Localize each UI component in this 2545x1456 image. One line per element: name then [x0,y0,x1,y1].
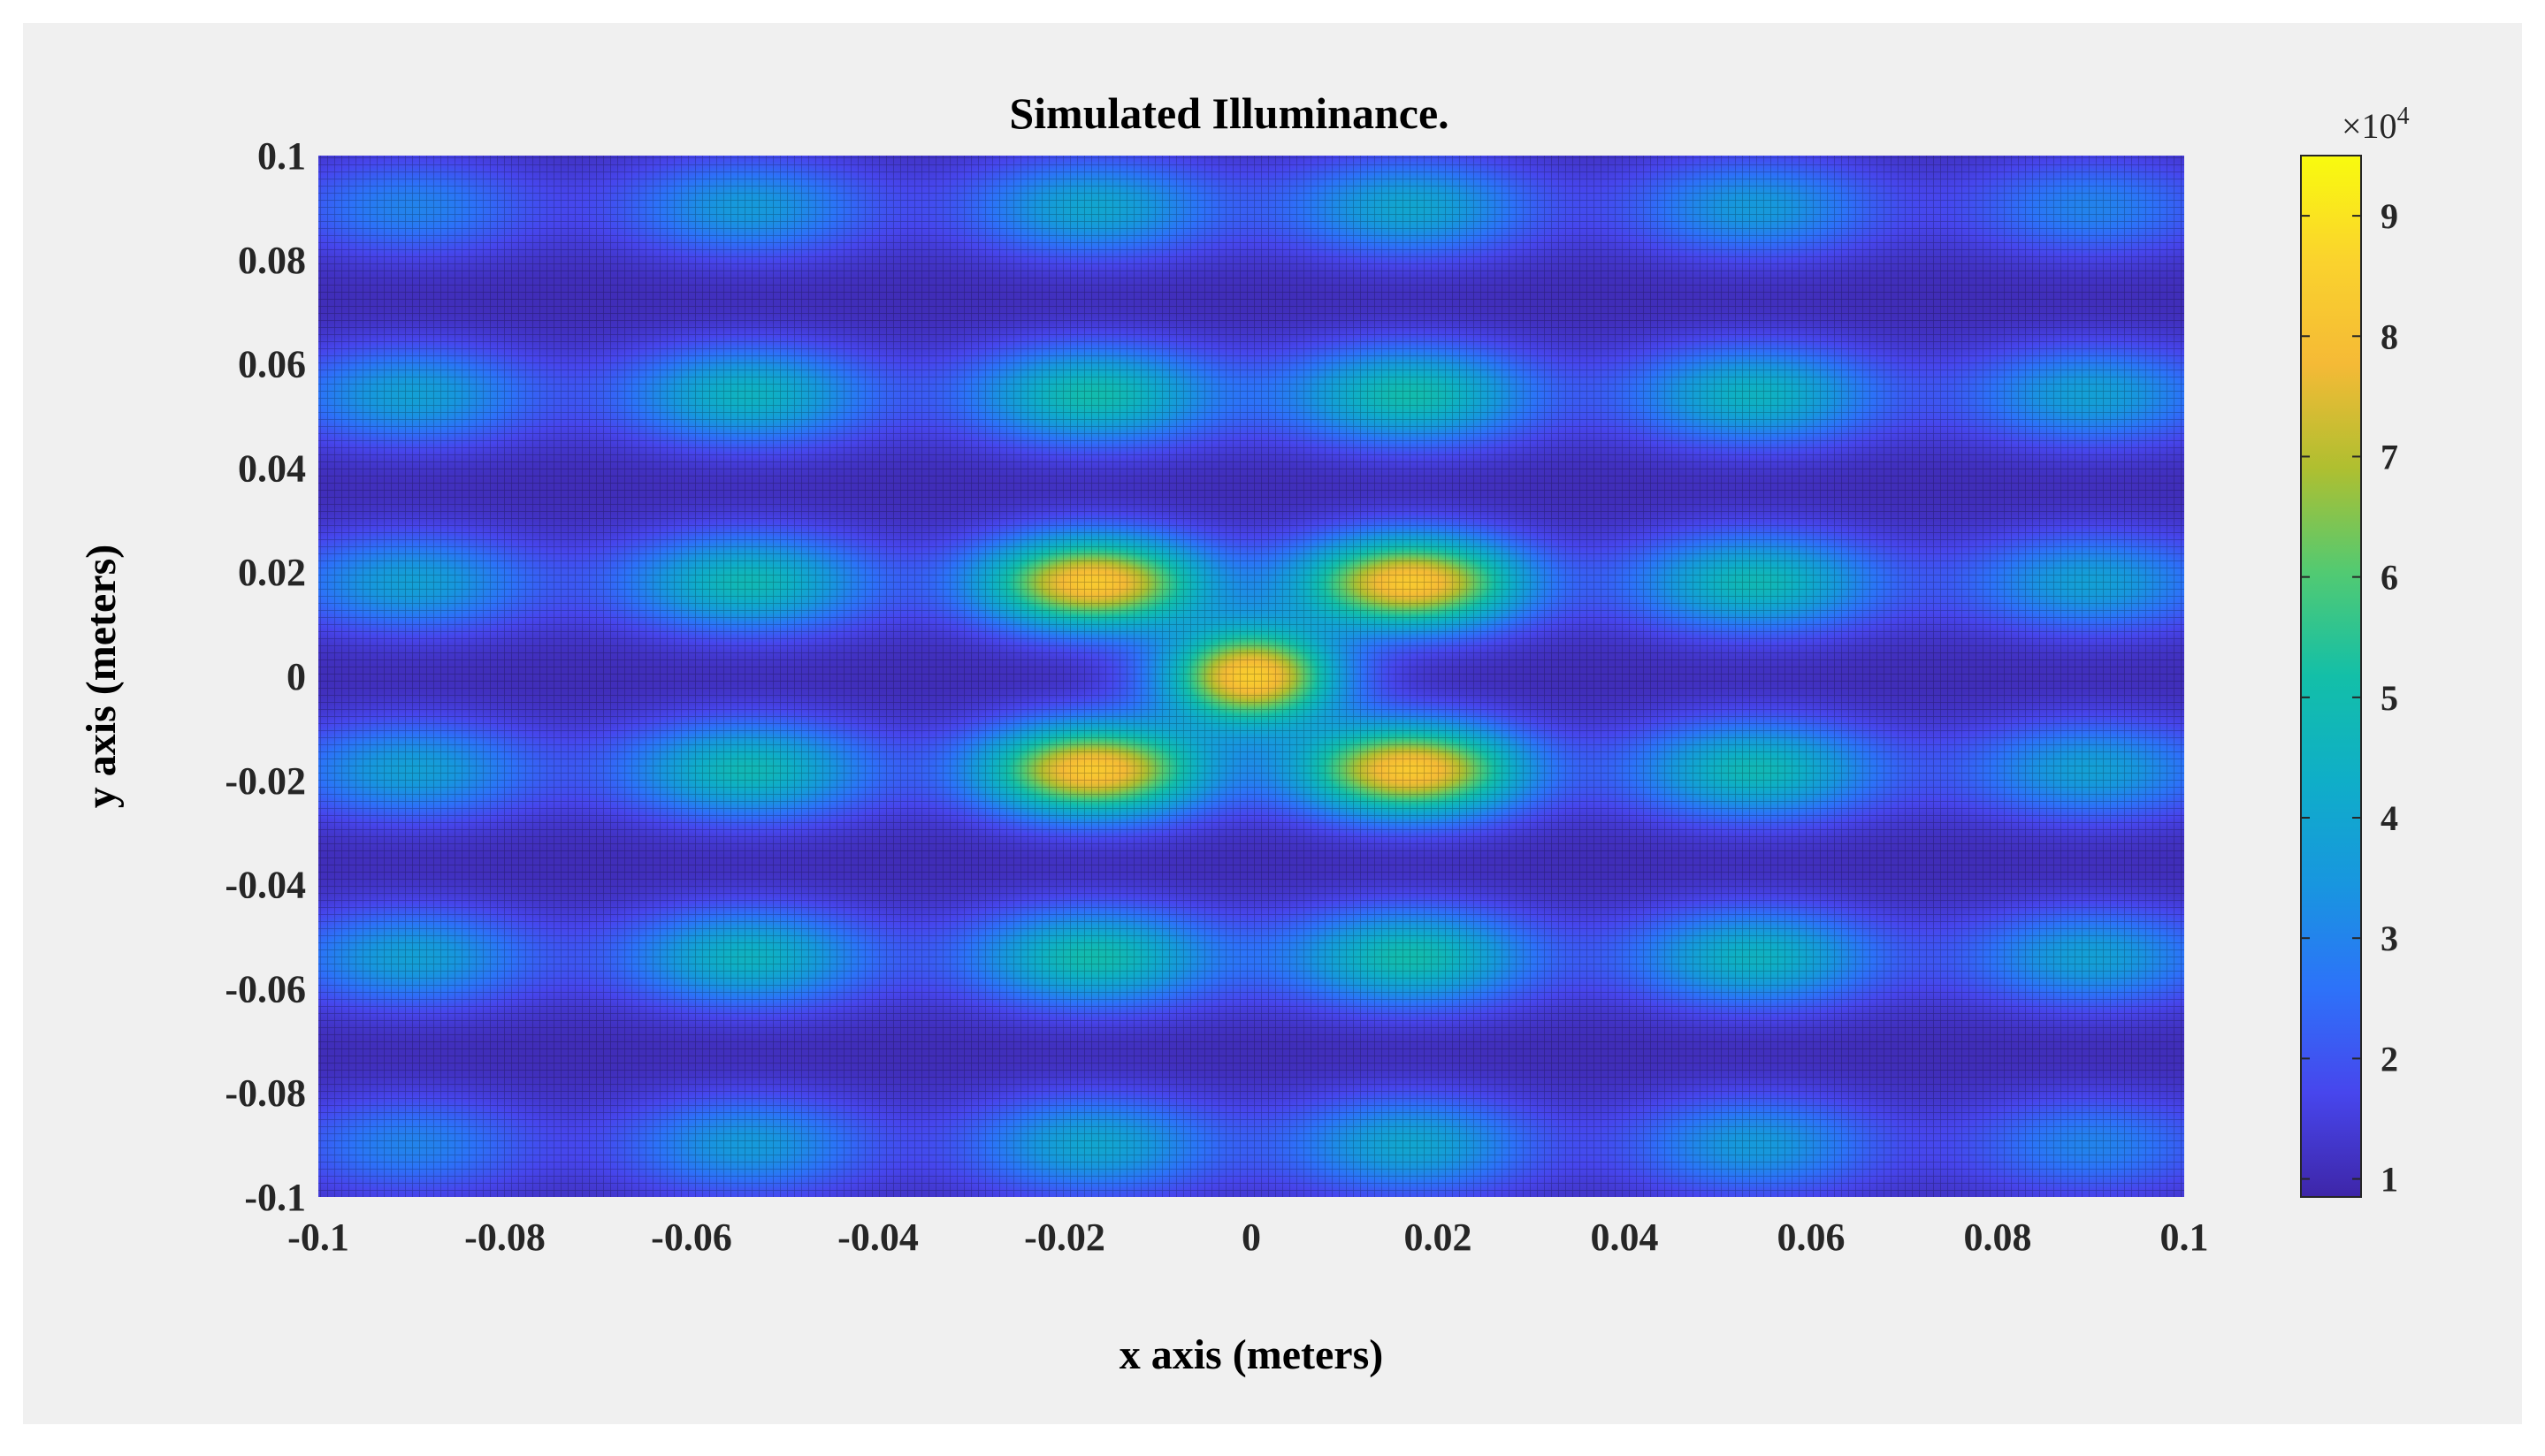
y-tick-label: -0.08 [225,1071,306,1115]
y-tick-label: 0 [287,655,306,698]
x-tick-label: 0.08 [1964,1216,2032,1259]
x-tick-label: -0.06 [651,1216,732,1259]
colorbar-tick-label: 5 [2381,678,2398,718]
colorbar-ticks: 1 2 3 4 5 6 7 8 9 [2301,196,2398,1200]
colorbar-tick-label: 1 [2381,1160,2398,1200]
y-tick-label: -0.06 [225,967,306,1010]
illuminance-chart: Simulated Illuminance. -0.1 -0.08 -0.06 -0.… [78,88,2410,1378]
colorbar-tick-label: 4 [2381,798,2398,838]
x-tick-label: 0.06 [1777,1216,1846,1259]
x-tick-label: 0.04 [1591,1216,1659,1259]
x-tick-label: 0.02 [1404,1216,1472,1259]
colorbar-tick-label: 6 [2381,558,2398,598]
colorbar-tick-label: 2 [2381,1039,2398,1079]
x-axis-label: x axis (meters) [1120,1331,1384,1378]
y-tick-label: 0.06 [238,343,306,386]
chart-title: Simulated Illuminance. [1009,88,1448,138]
heatmap-plot-area [318,156,2184,1197]
x-tick-label: -0.04 [837,1216,919,1259]
y-tick-label: -0.1 [244,1176,306,1219]
colorbar-multiplier: ×104 [2342,103,2410,146]
colorbar: 1 2 3 4 5 6 7 8 9 ×104 [2300,103,2410,1200]
y-axis-label: y axis (meters) [78,545,125,809]
colorbar-tick-label: 7 [2381,437,2398,476]
figure-background: Simulated Illuminance. -0.1 -0.08 -0.06 -0.… [23,23,2522,1424]
x-axis-ticks: -0.1 -0.08 -0.06 -0.04 -0.02 0 0.02 0.04 0.06 0.0… [287,1216,2208,1259]
colorbar-tick-label: 3 [2381,919,2398,958]
y-tick-label: -0.04 [225,864,306,907]
y-tick-label: 0.04 [238,446,306,490]
x-tick-label: -0.08 [464,1216,546,1259]
y-tick-label: 0.08 [238,239,306,282]
colorbar-tick-label: 8 [2381,316,2398,356]
mesh-grid-overlay [318,156,2184,1197]
colorbar-tick-label: 9 [2381,196,2398,236]
x-tick-label: 0 [1242,1216,1261,1259]
colorbar-gradient [2300,155,2362,1198]
x-tick-label: -0.02 [1024,1216,1105,1259]
y-axis-ticks: 0.1 0.08 0.06 0.04 0.02 0 -0.02 -0.04 -0.06 -0.08… [225,134,306,1219]
y-tick-label: -0.02 [225,759,306,803]
y-tick-label: 0.1 [257,134,306,178]
x-tick-label: -0.1 [287,1216,349,1259]
x-tick-label: 0.1 [2160,1216,2209,1259]
y-tick-label: 0.02 [238,551,306,594]
